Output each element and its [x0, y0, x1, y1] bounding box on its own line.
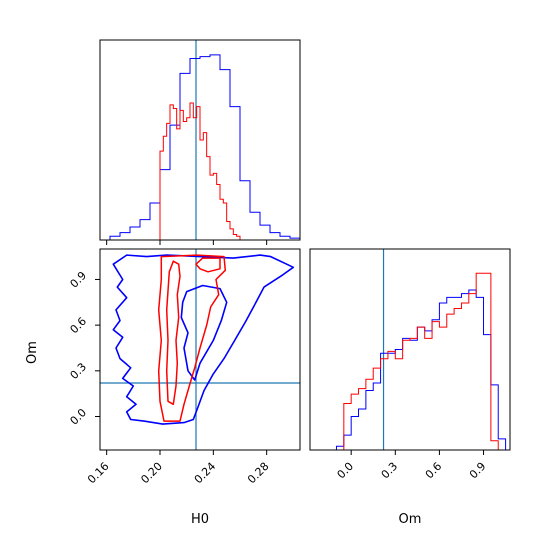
- y-tick-label: 0.9: [68, 269, 90, 291]
- histogram-red: [343, 272, 499, 450]
- x-tick-label: 0.3: [379, 460, 401, 482]
- y-tick-label: 0.3: [68, 360, 90, 382]
- y-tick-label: 0.0: [68, 406, 90, 428]
- axes-frame: [99, 248, 301, 451]
- x-tick-label: 0.6: [423, 460, 445, 482]
- x-tick-label: 0.9: [467, 460, 489, 482]
- histogram-red: [159, 102, 244, 241]
- x-tick-label: 0.16: [85, 460, 112, 487]
- axes-frame: [99, 39, 301, 241]
- axes-frame: [309, 248, 511, 451]
- x-tick-label: 0.24: [192, 460, 219, 487]
- y-axis-label: Om: [25, 341, 40, 364]
- contour-blue: [180, 284, 228, 381]
- histogram-blue: [100, 54, 301, 241]
- contour-blue: [112, 254, 295, 425]
- x-tick-label: 0.28: [245, 460, 272, 487]
- histogram-blue: [335, 289, 507, 450]
- x-tick-label: 0.20: [138, 460, 165, 487]
- x-axis-label: H0: [191, 512, 209, 527]
- y-tick-label: 0.6: [68, 315, 90, 337]
- contour-red: [195, 257, 221, 273]
- hist-Om-panel: [309, 248, 511, 451]
- contour-red: [157, 254, 227, 422]
- scatter-H0-Om-panel: [99, 248, 301, 451]
- hist-H0-panel: [99, 39, 301, 241]
- x-axis-label: Om: [399, 512, 422, 527]
- contour-red: [165, 260, 181, 406]
- x-tick-label: 0.0: [335, 460, 357, 482]
